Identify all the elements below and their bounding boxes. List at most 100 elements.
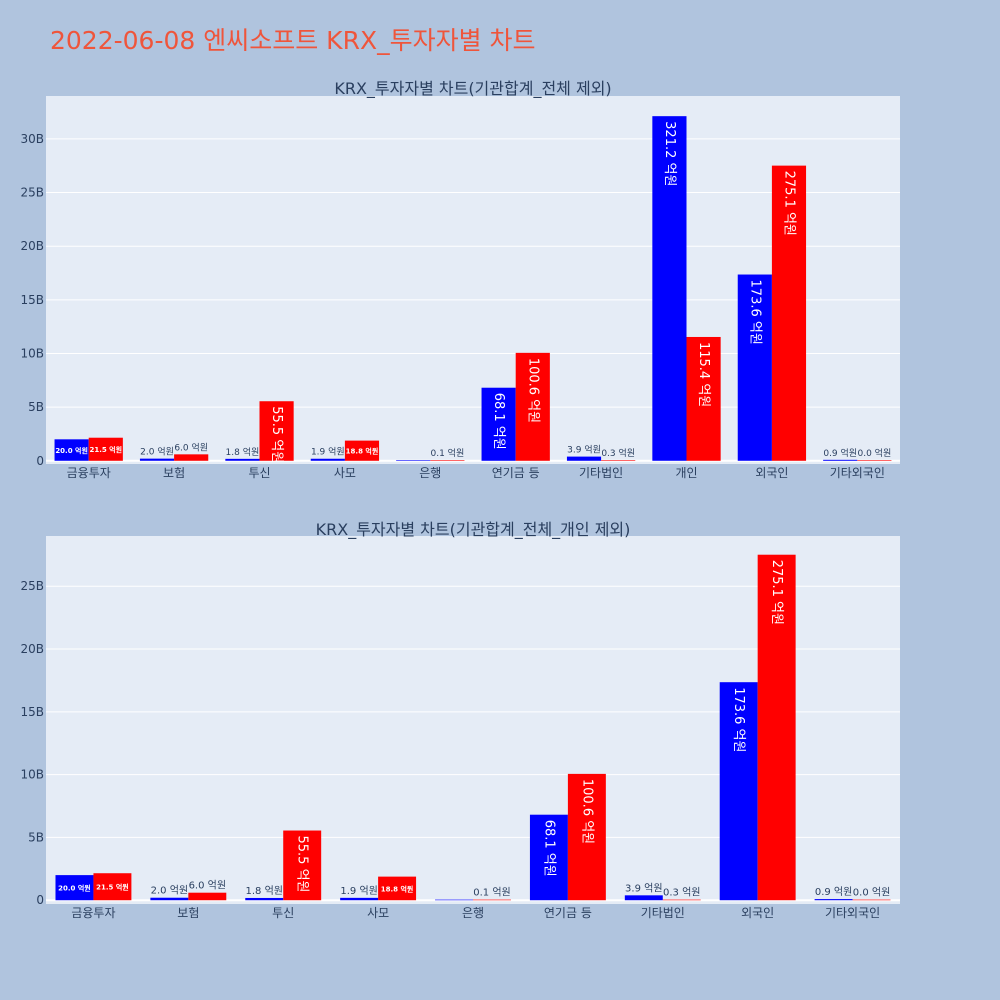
data-label: 0.3 억원 — [663, 887, 700, 899]
x-tick-label: 금융투자 — [71, 906, 115, 920]
data-label: 20.0 억원 — [55, 446, 88, 455]
x-tick-label: 외국인 — [741, 906, 774, 920]
bar — [529, 814, 568, 901]
bar — [686, 336, 721, 461]
data-label: 18.8 억원 — [381, 884, 414, 893]
y-tick-label: 0 — [36, 454, 44, 468]
bar — [259, 401, 294, 461]
data-label: 321.2 억원 — [662, 121, 677, 186]
x-tick-label: 사모 — [367, 906, 389, 920]
data-label: 0.9 억원 — [815, 886, 852, 898]
bar — [435, 899, 473, 901]
page-title: 2022-06-08 엔씨소프트 KRX_투자자별 차트 — [50, 26, 536, 55]
data-label: 0.1 억원 — [473, 887, 510, 899]
bar — [283, 830, 322, 901]
bar — [430, 460, 465, 461]
x-tick-label: 사모 — [334, 466, 356, 480]
data-label: 68.1 억원 — [541, 820, 556, 877]
x-tick-label: 외국인 — [755, 466, 788, 480]
bar — [54, 439, 89, 461]
bar — [737, 274, 772, 461]
bar — [93, 873, 132, 901]
data-label: 21.5 억원 — [96, 883, 129, 892]
data-label: 173.6 억원 — [747, 280, 762, 345]
chart-title: KRX_투자자별 차트(기관합계_전체_개인 제외) — [316, 520, 631, 540]
data-label: 6.0 억원 — [189, 880, 226, 892]
x-tick-label: 투신 — [248, 466, 270, 480]
bar — [88, 437, 123, 461]
bar — [814, 899, 853, 901]
bar — [566, 456, 602, 461]
data-label: 275.1 억원 — [769, 560, 784, 625]
bar — [719, 682, 758, 901]
y-tick-label: 10B — [20, 768, 44, 782]
bar — [624, 895, 663, 901]
bar — [771, 165, 807, 461]
bar — [340, 897, 379, 901]
data-label: 3.9 억원 — [567, 444, 601, 456]
x-tick-label: 보험 — [163, 466, 185, 480]
y-tick-label: 30B — [20, 132, 44, 146]
y-tick-label: 5B — [28, 830, 44, 844]
bar — [188, 892, 227, 901]
data-label: 100.6 억원 — [525, 358, 540, 423]
data-label: 173.6 억원 — [731, 687, 746, 752]
bar — [245, 897, 284, 901]
data-label: 68.1 억원 — [491, 393, 506, 450]
data-label: 2.0 억원 — [151, 885, 188, 897]
x-tick-label: 기타외국인 — [825, 906, 880, 920]
data-label: 1.9 억원 — [311, 446, 345, 458]
data-label: 0.9 억원 — [823, 447, 857, 459]
x-tick-label: 기타외국인 — [830, 466, 885, 480]
data-label: 1.8 억원 — [246, 885, 283, 897]
bar — [378, 876, 417, 901]
data-label: 55.5 억원 — [295, 836, 310, 893]
data-label: 0.0 억원 — [853, 887, 890, 899]
plots-group: 0 5B 10B 15B 20B 25B 30B KRX_투자자별 차트(기관합계_전체 제외… — [20, 79, 900, 920]
y-tick-label: 15B — [20, 705, 44, 719]
bar — [652, 116, 687, 461]
x-tick-label: 투신 — [272, 906, 294, 920]
bar — [225, 458, 260, 461]
x-tick-label: 기타법인 — [641, 906, 685, 920]
bar — [567, 773, 606, 901]
data-label: 18.8 억원 — [346, 447, 379, 456]
data-label: 21.5 억원 — [89, 445, 122, 454]
bar — [139, 458, 175, 461]
bar — [174, 454, 209, 461]
bar — [55, 875, 94, 901]
data-label: 100.6 억원 — [579, 779, 594, 844]
data-label: 2.0 억원 — [140, 446, 174, 458]
y-tick-label: 10B — [20, 346, 44, 360]
y-tick-label: 20B — [20, 239, 44, 253]
y-tick-label: 0 — [36, 893, 44, 907]
data-label: 275.1 억원 — [781, 171, 796, 236]
bar — [601, 460, 636, 461]
data-label: 0.0 억원 — [858, 447, 892, 459]
x-tick-label: 연기금 등 — [544, 906, 592, 920]
data-label: 6.0 억원 — [174, 441, 208, 453]
bar — [515, 352, 550, 461]
x-tick-label: 개인 — [675, 466, 697, 480]
chart-1: 0 5B 10B 15B 20B 25B 30B KRX_투자자별 차트(기관합계_전체 제외… — [20, 79, 900, 480]
data-label: 55.5 억원 — [269, 406, 284, 463]
x-tick-label: 연기금 등 — [492, 466, 540, 480]
data-label: 0.1 억원 — [431, 447, 465, 459]
chart-title: KRX_투자자별 차트(기관합계_전체 제외) — [334, 79, 611, 99]
y-tick-label: 25B — [20, 579, 44, 593]
x-tick-label: 은행 — [462, 905, 484, 920]
bar — [344, 440, 380, 461]
bar — [852, 899, 891, 901]
x-tick-label: 금융투자 — [67, 466, 111, 480]
bar — [310, 458, 345, 461]
y-tick-label: 5B — [28, 400, 44, 414]
bar — [757, 554, 796, 901]
bar — [150, 897, 189, 901]
chart-2: 0 5B 10B 15B 20B 25B KRX_투자자별 차트(기관합계_전체_개인 제외… — [20, 520, 900, 920]
bar — [473, 899, 511, 901]
bar — [481, 387, 516, 461]
x-tick-label: 기타법인 — [579, 466, 623, 480]
data-label: 3.9 억원 — [625, 882, 662, 894]
data-label: 20.0 억원 — [58, 884, 91, 893]
